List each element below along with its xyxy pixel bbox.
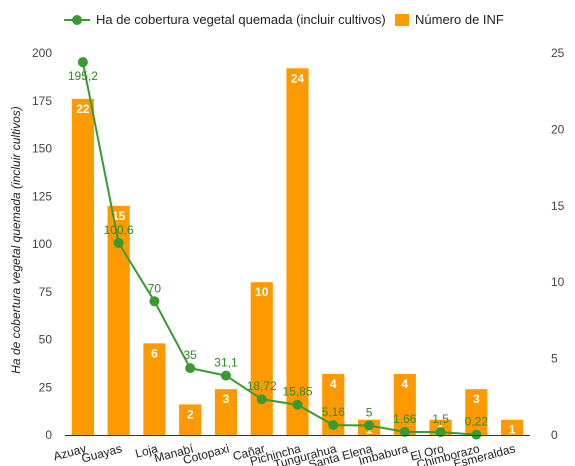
y-right-tick-label: 20 (551, 122, 565, 136)
bar-data-label: 4 (330, 377, 337, 391)
line-data-label: 70 (148, 281, 162, 295)
line-path (81, 61, 477, 436)
y-left-tick-label: 25 (39, 380, 53, 394)
bar (286, 68, 309, 435)
y-left-tick-label: 175 (32, 94, 52, 108)
line-point (471, 429, 482, 440)
bar-series: 22156231024414131 (71, 68, 524, 437)
legend-bar-label: Número de INF (415, 12, 504, 27)
bar-data-label: 15 (112, 209, 126, 223)
y-left-tick-label: 125 (32, 189, 52, 203)
y-left-tick-label: 50 (39, 333, 53, 347)
line-point (77, 57, 88, 68)
bar (250, 282, 273, 435)
y-left-tick-label: 100 (32, 237, 52, 251)
x-tick-label: Guayas (80, 441, 124, 465)
line-point (328, 420, 339, 431)
line-data-label: 195,2 (68, 69, 98, 83)
legend-line-marker (72, 15, 82, 25)
bar (143, 343, 166, 435)
bar-data-label: 6 (151, 346, 158, 360)
line-data-label: 1,66 (393, 412, 417, 426)
line-data-label: 5,16 (322, 405, 346, 419)
bar (465, 389, 488, 435)
line-data-label: 1,5 (432, 412, 449, 426)
line-point (399, 426, 410, 437)
bar-data-label: 22 (76, 102, 90, 116)
bar (393, 373, 416, 435)
bar-data-label: 10 (255, 285, 269, 299)
bar (214, 389, 238, 435)
y-left-tick-label: 75 (39, 285, 53, 299)
legend-bar-swatch (395, 14, 409, 26)
bar-data-label: 2 (187, 407, 194, 421)
line-point (364, 420, 375, 431)
legend-line-label: Ha de cobertura vegetal quemada (incluir… (96, 12, 386, 27)
line-data-label: 15,85 (282, 385, 312, 399)
y-left-tick-label: 0 (45, 428, 52, 442)
line-point (113, 237, 124, 248)
bar-data-label: 4 (401, 377, 408, 391)
bar-data-label: 24 (291, 71, 305, 85)
y-left-tick-label: 150 (32, 142, 52, 156)
line-data-label: 100,6 (104, 223, 134, 237)
line-data-label: 0,22 (465, 415, 489, 429)
y-axis-left: 0 25 50 75 100 125 150 175 200 (32, 46, 52, 442)
line-point (292, 399, 303, 410)
y-axis-right: 0 5 10 15 20 25 (551, 46, 565, 442)
bar-data-label: 3 (473, 392, 480, 406)
bar (71, 98, 94, 435)
line-data-label: 35 (184, 348, 198, 362)
y-right-tick-label: 5 (551, 352, 558, 366)
y-right-tick-label: 10 (551, 275, 565, 289)
line-point (256, 394, 267, 405)
line-series: 195,2 100,6 70 35 31,1 18,72 15,85 5,16 5 1,66 1,5… (68, 57, 489, 440)
bar (501, 419, 524, 435)
y-right-tick-label: 15 (551, 199, 565, 213)
x-tick-label: Loja (134, 441, 160, 460)
line-point (185, 363, 196, 374)
y-left-tick-label: 200 (32, 46, 52, 60)
line-data-label: 5 (366, 405, 373, 419)
bar-data-label: 1 (509, 423, 516, 437)
line-data-label: 31,1 (214, 356, 238, 370)
line-point (435, 427, 446, 438)
y-right-tick-label: 25 (551, 46, 565, 60)
bar (322, 373, 345, 435)
bar (179, 404, 202, 435)
line-data-label: 18,72 (247, 379, 277, 393)
y-axis-title: Ha de cobertura vegetal quemada (incluir… (9, 106, 23, 373)
bar-data-label: 3 (223, 392, 230, 406)
y-right-tick-label: 0 (551, 428, 558, 442)
line-point (220, 370, 231, 381)
bar (107, 205, 130, 435)
line-point (149, 296, 160, 307)
legend: Ha de cobertura vegetal quemada (incluir… (64, 12, 504, 27)
